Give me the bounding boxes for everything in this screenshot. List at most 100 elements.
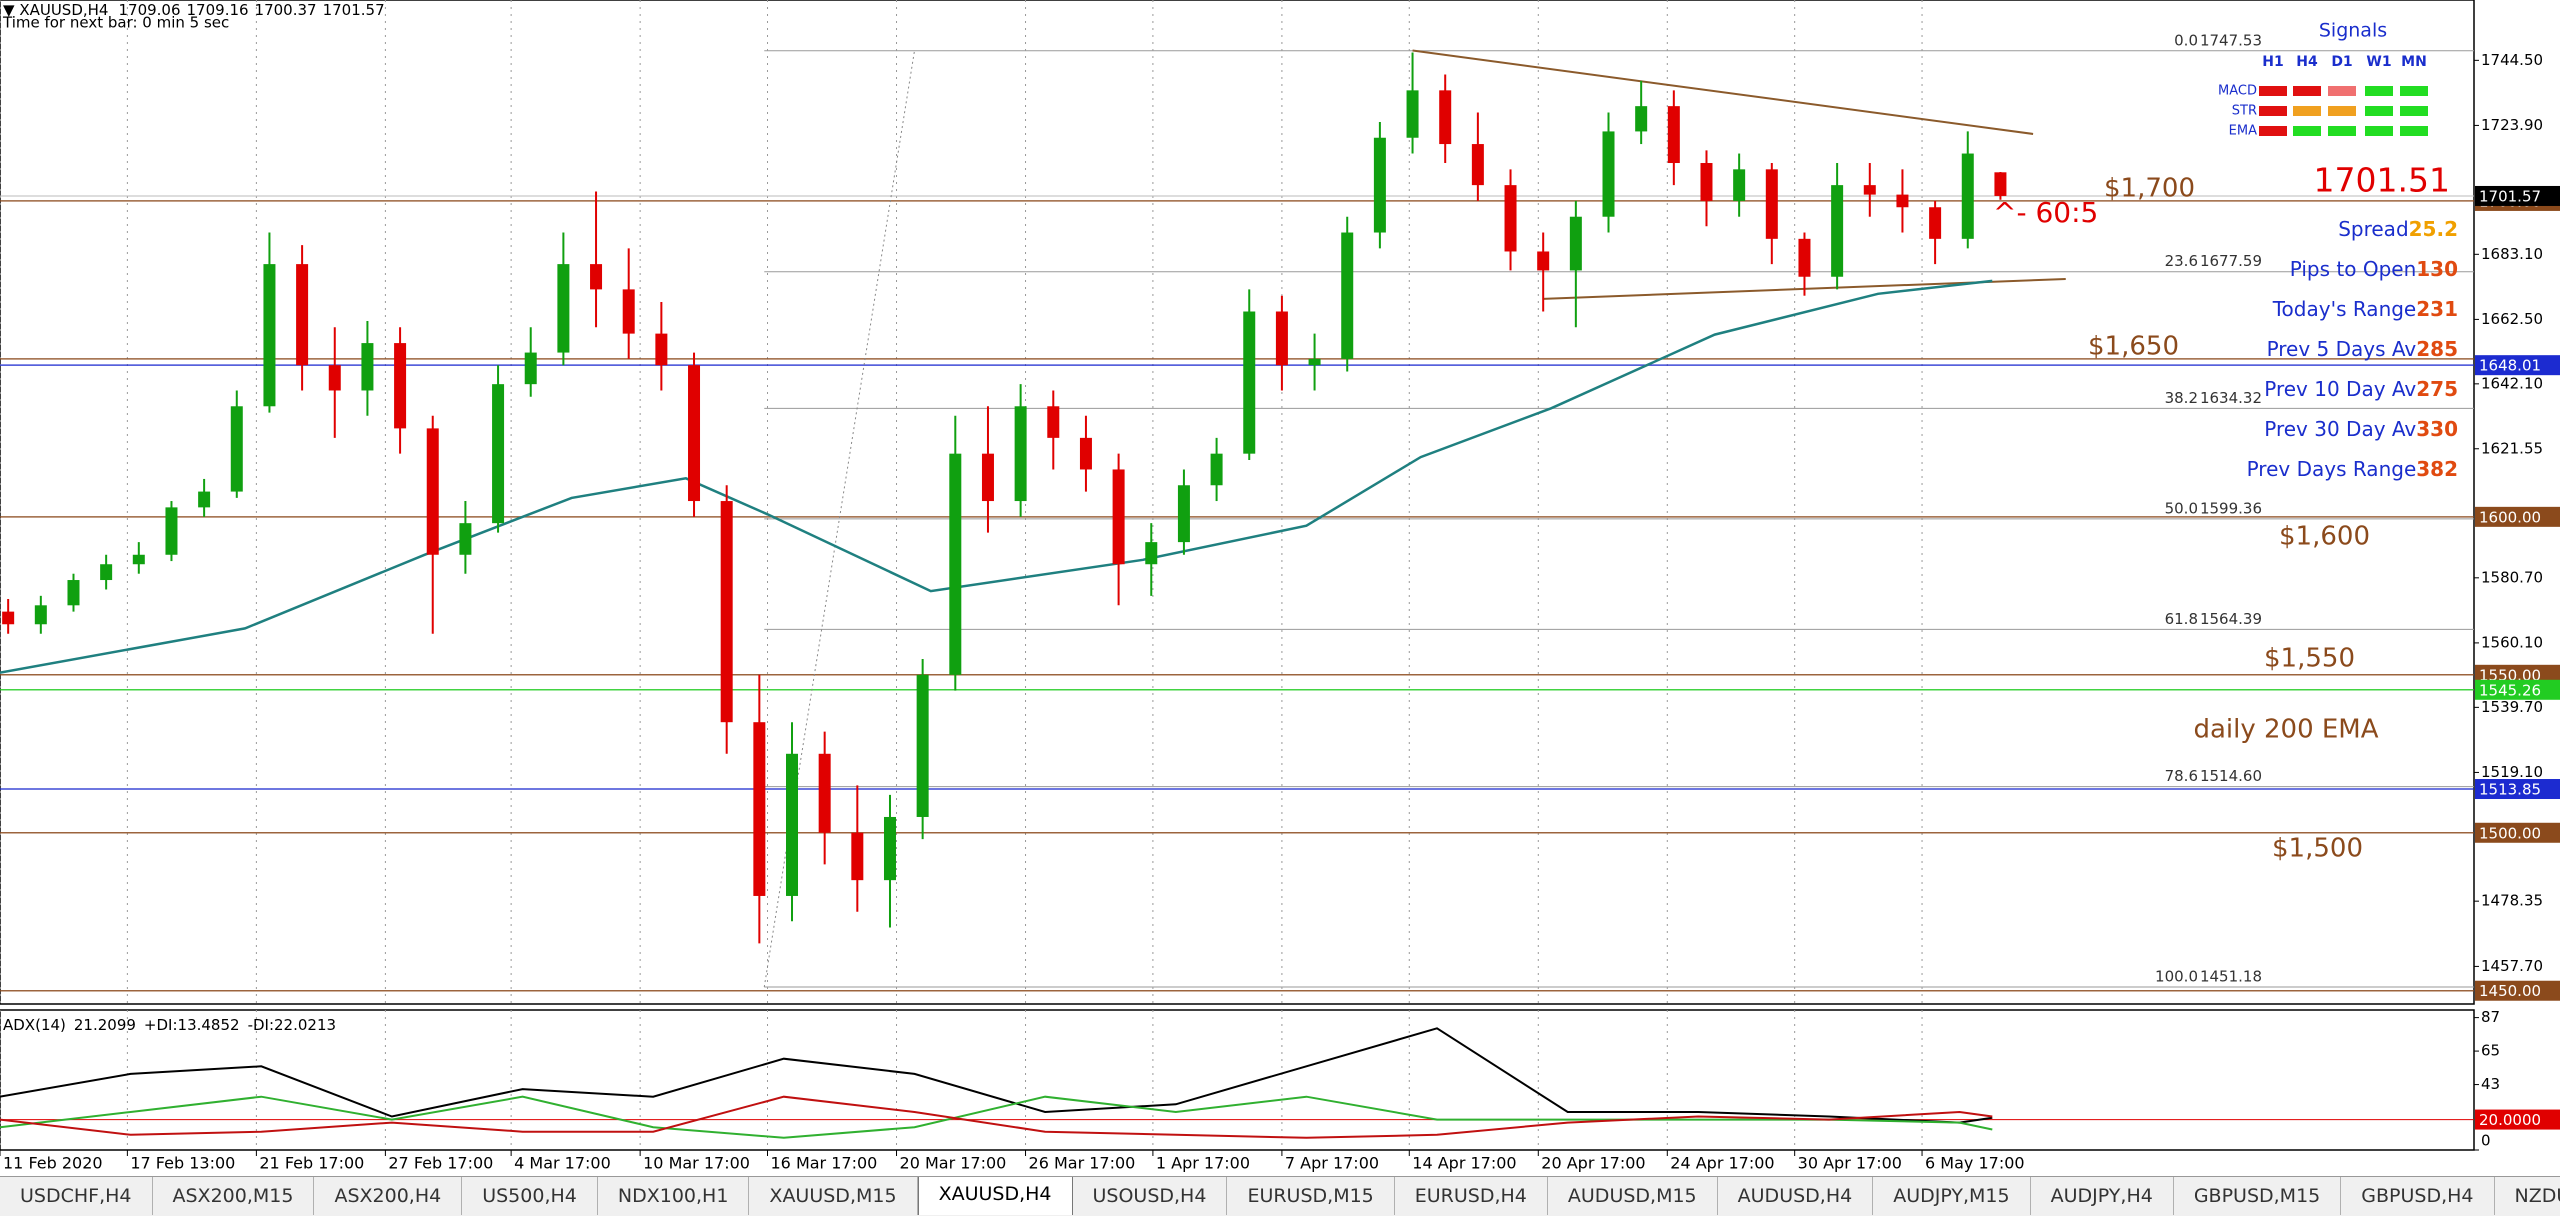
y-tick-label: 1662.50 <box>2481 310 2543 328</box>
signal-block <box>2328 106 2356 116</box>
y-tick-label: 1580.70 <box>2481 568 2543 586</box>
chart-header: ▼ XAUUSD,H4 1709.06 1709.16 1700.37 1701.57 <box>3 1 385 19</box>
symbol-tab[interactable]: AUDJPY,M15 <box>1873 1177 2031 1215</box>
candle-body <box>1439 90 1452 145</box>
level-text: $1,550 <box>2264 643 2355 673</box>
adx-plot-frame <box>0 1009 2475 1151</box>
symbol-tab[interactable]: AUDUSD,H4 <box>1718 1177 1874 1215</box>
candle-body <box>426 428 439 555</box>
candle-body <box>786 753 799 896</box>
fib-price: 1451.18 <box>2200 968 2262 986</box>
candle-body <box>1602 131 1615 217</box>
x-tick-label: 26 Mar 17:00 <box>1029 1154 1136 1173</box>
signal-block <box>2365 126 2393 136</box>
symbol-tab[interactable]: AUDUSD,M15 <box>1548 1177 1718 1215</box>
signal-block <box>2400 126 2428 136</box>
stat-label: Prev 5 Days Av <box>2267 337 2417 361</box>
candle-body <box>720 501 733 723</box>
symbol-tab[interactable]: ASX200,M15 <box>153 1177 315 1215</box>
x-tick-label: 10 Mar 17:00 <box>643 1154 750 1173</box>
symbol-tab[interactable]: GBPUSD,H4 <box>2341 1177 2495 1215</box>
ema-line <box>0 279 1993 674</box>
fib-ratio: 78.6 <box>2165 767 2198 785</box>
candle-body <box>394 343 407 429</box>
y-tick-label: 1744.50 <box>2481 51 2543 69</box>
candle-body <box>1145 542 1158 565</box>
candle-body <box>981 453 994 502</box>
symbol-tab[interactable]: USOUSD,H4 <box>1073 1177 1228 1215</box>
signal-block <box>2259 86 2287 96</box>
series-value: 22.0213 <box>274 1016 336 1034</box>
symbol-tab[interactable]: EURUSD,H4 <box>1395 1177 1548 1215</box>
symbol-tab[interactable]: EURUSD,M15 <box>1227 1177 1395 1215</box>
signal-column: MN <box>2401 54 2427 70</box>
candle-body <box>1667 106 1680 164</box>
candle-body <box>524 352 537 385</box>
signal-block <box>2293 126 2321 136</box>
symbol-tab[interactable]: ASX200,H4 <box>314 1177 463 1215</box>
fib-ratio: 100.0 <box>2155 968 2198 986</box>
annotation: 1701.51 <box>2314 161 2450 200</box>
stat-line: Prev 5 Days Av285 <box>2267 337 2458 361</box>
candle-body <box>361 343 374 391</box>
symbol-tab[interactable]: XAUUSD,H4 <box>917 1177 1073 1215</box>
annotation: daily 200 EMA <box>2193 715 2378 745</box>
fib-price: 1599.36 <box>2200 499 2262 517</box>
fib-price: 1564.39 <box>2200 610 2262 628</box>
candle-body <box>1308 358 1321 366</box>
price-label: 1500.00 <box>2479 824 2541 842</box>
candle-body <box>2 611 15 625</box>
stat-value: 330 <box>2416 417 2458 441</box>
candle-body <box>67 580 80 606</box>
candle-body <box>1014 406 1027 502</box>
candle-body <box>34 605 47 625</box>
signal-block <box>2259 126 2287 136</box>
price-label-box <box>2475 355 2560 376</box>
x-tick-label: 4 Mar 17:00 <box>514 1154 611 1173</box>
y-tick-label: 1560.10 <box>2481 633 2543 651</box>
stat-value: 130 <box>2416 257 2458 281</box>
candle-body <box>1863 185 1876 195</box>
x-tick-label: 30 Apr 17:00 <box>1798 1154 1902 1173</box>
symbol-tab[interactable]: AUDJPY,H4 <box>2031 1177 2174 1215</box>
stat-value: 382 <box>2416 457 2458 481</box>
symbol-tab[interactable]: NDX100,H1 <box>598 1177 750 1215</box>
price-label-box <box>2475 1109 2560 1130</box>
price-label-box <box>2475 506 2560 527</box>
indicator-header: ADX(14) 21.2099 +DI:13.4852 -DI:22.0213 <box>3 1016 336 1034</box>
candle-body <box>949 453 962 675</box>
symbol-tab[interactable]: USDCHF,H4 <box>0 1177 153 1215</box>
signal-block <box>2259 106 2287 116</box>
fib-price: 1677.59 <box>2200 252 2262 270</box>
signal-column: W1 <box>2366 54 2391 70</box>
bar-timer: Time for next bar: 0 min 5 sec <box>2 14 229 32</box>
signal-row-label: STR <box>2232 104 2257 119</box>
x-tick-label: 1 Apr 17:00 <box>1156 1154 1250 1173</box>
symbol-tab[interactable]: NZDUSD,M15 <box>2495 1177 2560 1215</box>
stat-label: Spread <box>2338 217 2408 241</box>
y-tick-label: 1621.55 <box>2481 439 2543 457</box>
series-value: 13.4852 <box>178 1016 240 1034</box>
stat-value: 275 <box>2416 377 2458 401</box>
x-tick-label: 7 Apr 17:00 <box>1285 1154 1379 1173</box>
candle-body <box>1635 106 1648 132</box>
candle-body <box>165 507 178 555</box>
candle-body <box>1047 406 1060 438</box>
symbol-tab[interactable]: XAUUSD,M15 <box>749 1177 918 1215</box>
candle-body <box>1831 185 1844 277</box>
candle-body <box>1471 144 1484 186</box>
candle-body <box>100 564 113 581</box>
price-label: 1701.57 <box>2479 187 2541 205</box>
main-plot-frame <box>0 0 2475 1005</box>
signals-title: Signals <box>2319 20 2387 42</box>
stat-value: 285 <box>2416 337 2458 361</box>
indicator-line <box>0 1095 1993 1139</box>
header-low: 1700.37 <box>255 1 317 19</box>
candle-body <box>198 491 211 508</box>
price-label-box <box>2475 679 2560 700</box>
candle-body <box>1079 437 1092 470</box>
fib-ratio: 50.0 <box>2165 499 2198 517</box>
symbol-tab[interactable]: GBPUSD,M15 <box>2174 1177 2342 1215</box>
candle-body <box>590 264 603 290</box>
symbol-tab[interactable]: US500,H4 <box>462 1177 598 1215</box>
